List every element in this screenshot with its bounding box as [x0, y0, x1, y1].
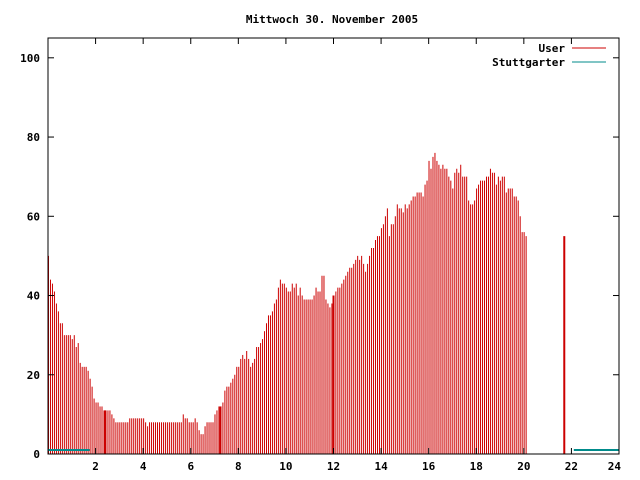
y-axis: 0 20 40 60 80 100	[20, 52, 619, 461]
y-tick-label: 0	[33, 448, 40, 461]
x-tick-label: 10	[279, 460, 292, 473]
x-tick-label: 18	[470, 460, 483, 473]
y-tick-label: 40	[27, 290, 40, 303]
x-tick-label: 12	[327, 460, 340, 473]
y-tick-label: 100	[20, 52, 40, 65]
x-tick-label: 6	[187, 460, 194, 473]
x-tick-label: 4	[140, 460, 147, 473]
legend-user-label: User	[539, 42, 566, 55]
x-axis: 2 4 6 8 10 12 14 16 18 20 22 24	[92, 38, 621, 473]
legend-stuttgarter-label: Stuttgarter	[492, 56, 565, 69]
y-tick-label: 20	[27, 369, 40, 382]
user-series	[48, 152, 566, 454]
x-tick-label: 20	[517, 460, 530, 473]
x-tick-label: 16	[422, 460, 436, 473]
x-tick-label: 14	[374, 460, 388, 473]
x-tick-label: 22	[565, 460, 578, 473]
legend: User Stuttgarter	[492, 42, 606, 69]
x-tick-label: 8	[235, 460, 242, 473]
y-tick-label: 60	[27, 210, 40, 223]
x-tick-label: 2	[92, 460, 99, 473]
y-tick-label: 80	[27, 131, 40, 144]
chart-title: Mittwoch 30. November 2005	[246, 13, 418, 26]
x-tick-label: 24	[608, 460, 622, 473]
